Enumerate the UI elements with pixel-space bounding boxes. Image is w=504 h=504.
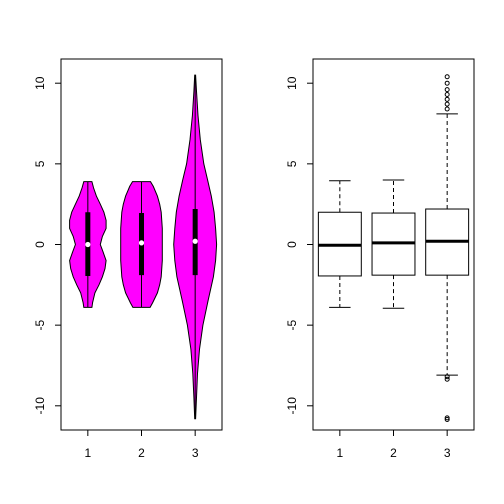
- box-plot-panel: 10 5 0 -5 -10 1 2 3: [285, 58, 475, 460]
- y-tick-label: 5: [33, 160, 47, 167]
- y-tick-label: -10: [33, 397, 47, 415]
- outlier-point: [444, 374, 450, 380]
- outlier-point: [444, 417, 450, 423]
- x-tick-label: 2: [138, 446, 145, 460]
- x-tick-label: 2: [390, 446, 397, 460]
- y-tick-label: 0: [285, 241, 299, 248]
- x-tick-label: 1: [336, 446, 343, 460]
- y-tick-label: 10: [285, 76, 299, 90]
- x-tick-label: 1: [84, 446, 91, 460]
- y-tick-label: -10: [285, 397, 299, 415]
- outlier-point: [444, 415, 450, 421]
- outlier-point: [444, 74, 450, 80]
- y-tick-label: 5: [285, 160, 299, 167]
- y-tick-label: -5: [33, 319, 47, 330]
- outlier-point: [444, 101, 450, 107]
- outlier-point: [444, 96, 450, 102]
- violin-plot-panel: 10 5 0 -5 -10 1 2 3: [33, 58, 223, 460]
- violin-median-point: [192, 238, 198, 244]
- outlier-point: [444, 376, 450, 382]
- outlier-point: [444, 87, 450, 93]
- violin-median-point: [85, 241, 91, 248]
- outlier-point: [444, 80, 450, 86]
- outlier-point: [444, 91, 450, 97]
- y-tick-label: 0: [33, 241, 47, 248]
- x-tick-label: 3: [192, 446, 199, 460]
- y-tick-label: 10: [33, 76, 47, 90]
- y-tick-label: -5: [285, 319, 299, 330]
- outlier-point: [444, 106, 450, 112]
- x-tick-label: 3: [444, 446, 451, 460]
- violin-median-point: [138, 240, 145, 246]
